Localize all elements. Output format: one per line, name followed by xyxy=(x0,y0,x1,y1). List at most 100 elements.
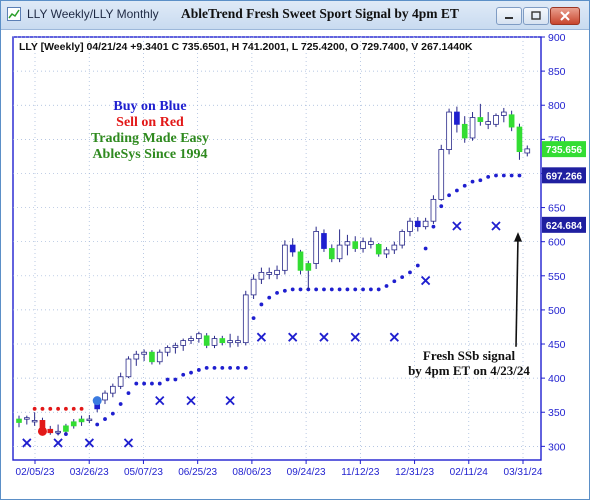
legend-tagline-text: Trading Made Easy xyxy=(91,131,209,146)
stop-dot-blue xyxy=(509,173,514,178)
price-header: LLY [Weekly] 04/21/24 +9.3401 C 735.6501… xyxy=(19,41,473,53)
candle-body xyxy=(188,338,194,342)
stop-dot-blue xyxy=(298,287,303,292)
candle-body xyxy=(149,351,155,363)
candle-body xyxy=(446,111,452,150)
x-tick-label: 02/05/23 xyxy=(16,467,55,478)
candle-body xyxy=(180,340,187,346)
signal-big-dot xyxy=(37,426,47,436)
price-label-box xyxy=(542,216,586,233)
candle-body xyxy=(391,244,398,251)
stop-dot-blue xyxy=(314,287,319,292)
chart-marks: 735.656 697.266 624.684 xyxy=(16,103,586,448)
close-button[interactable] xyxy=(550,7,580,25)
stop-dot-blue xyxy=(181,372,186,377)
candle-body xyxy=(422,220,429,228)
stop-dot-blue xyxy=(415,263,420,268)
signal-big-dot xyxy=(92,396,102,406)
stop-dot-blue xyxy=(384,284,389,288)
stop-dot-blue xyxy=(150,381,154,386)
maximize-icon xyxy=(531,11,541,20)
candle-body xyxy=(493,115,499,125)
signal-x-marker xyxy=(350,332,360,342)
stop-dot-blue xyxy=(251,316,256,320)
candle-body xyxy=(47,428,54,434)
candle-body xyxy=(368,241,374,245)
x-tick-label: 02/11/24 xyxy=(450,467,489,478)
stop-dot-blue xyxy=(95,422,100,427)
candle-body xyxy=(344,241,351,246)
y-tick-label: 650 xyxy=(548,203,566,215)
candle-body xyxy=(321,233,327,249)
stop-dot-blue xyxy=(212,365,217,370)
title-bar[interactable]: LLY Weekly/LLY Monthly AbleTrend Fresh S… xyxy=(1,1,589,30)
candle-body xyxy=(274,269,280,275)
close-icon xyxy=(560,11,570,21)
candle-body xyxy=(352,241,359,249)
candle-body xyxy=(23,417,30,420)
stop-dot-blue xyxy=(275,290,279,295)
stop-dot-blue xyxy=(501,173,506,178)
y-tick-label: 900 xyxy=(548,32,566,44)
stop-dot-blue xyxy=(439,204,444,209)
candle-body xyxy=(125,358,132,378)
candle-body xyxy=(78,418,85,423)
candle-body xyxy=(508,114,515,128)
candle-body xyxy=(16,418,22,423)
candle-body xyxy=(383,249,390,255)
signal-x-marker xyxy=(84,438,95,448)
candle-body xyxy=(219,338,226,344)
stop-dot-blue xyxy=(368,287,373,292)
candle-body xyxy=(196,333,202,339)
price-label-box xyxy=(542,141,586,158)
stop-dot-blue xyxy=(423,246,428,251)
annotation-arrow-shaft xyxy=(515,236,519,347)
chart-app-icon xyxy=(7,7,21,21)
candle-body xyxy=(266,271,273,275)
candle-body xyxy=(485,121,491,125)
minimize-button[interactable] xyxy=(496,7,522,25)
candle-body xyxy=(375,244,382,255)
candle-body xyxy=(469,117,476,139)
x-tick-label: 08/06/23 xyxy=(232,467,271,478)
maximize-button[interactable] xyxy=(523,7,549,25)
candle-body xyxy=(133,353,140,360)
candle-body xyxy=(117,376,124,387)
candle-body xyxy=(164,347,171,353)
stop-dot-blue xyxy=(345,287,350,292)
stop-dot-blue xyxy=(361,287,365,292)
stop-dot-blue xyxy=(110,411,115,416)
chart-title: AbleTrend Fresh Sweet Sport Signal by 4p… xyxy=(181,6,459,21)
stop-dot-blue xyxy=(134,381,139,386)
candle-body xyxy=(336,244,343,260)
stop-dot-blue xyxy=(454,188,459,193)
stop-dot-red xyxy=(64,406,68,411)
stop-dot-blue xyxy=(408,270,412,275)
x-tick-label: 09/24/23 xyxy=(287,467,326,478)
stop-dot-blue xyxy=(337,287,342,292)
candle-body xyxy=(235,340,241,344)
stop-dot-blue xyxy=(126,391,131,396)
stop-dot-red xyxy=(56,406,60,411)
candle-body xyxy=(289,244,296,253)
stop-dot-red xyxy=(40,406,45,411)
stop-dot-blue xyxy=(353,287,358,292)
stop-dot-blue xyxy=(478,178,483,183)
candle-body xyxy=(414,220,421,228)
candle-body xyxy=(242,294,249,344)
chart-text: Buy on Blue Sell on Red Trading Made Eas… xyxy=(91,99,530,378)
y-tick-label: 800 xyxy=(548,100,566,112)
candle-body xyxy=(500,111,507,116)
window-title: LLY Weekly/LLY Monthly xyxy=(27,7,159,21)
chart-area: 3003504004505005506006507007508008509000… xyxy=(12,32,586,478)
candle-body xyxy=(524,148,531,154)
candle-body xyxy=(282,244,288,271)
stop-dot-blue xyxy=(392,279,397,284)
candle-body xyxy=(516,126,523,153)
candle-body xyxy=(70,421,77,427)
stop-dot-blue xyxy=(118,402,123,406)
candle-body xyxy=(55,430,61,434)
stop-dot-blue xyxy=(157,381,162,386)
signal-x-marker xyxy=(389,332,399,342)
candle-body xyxy=(328,248,335,260)
